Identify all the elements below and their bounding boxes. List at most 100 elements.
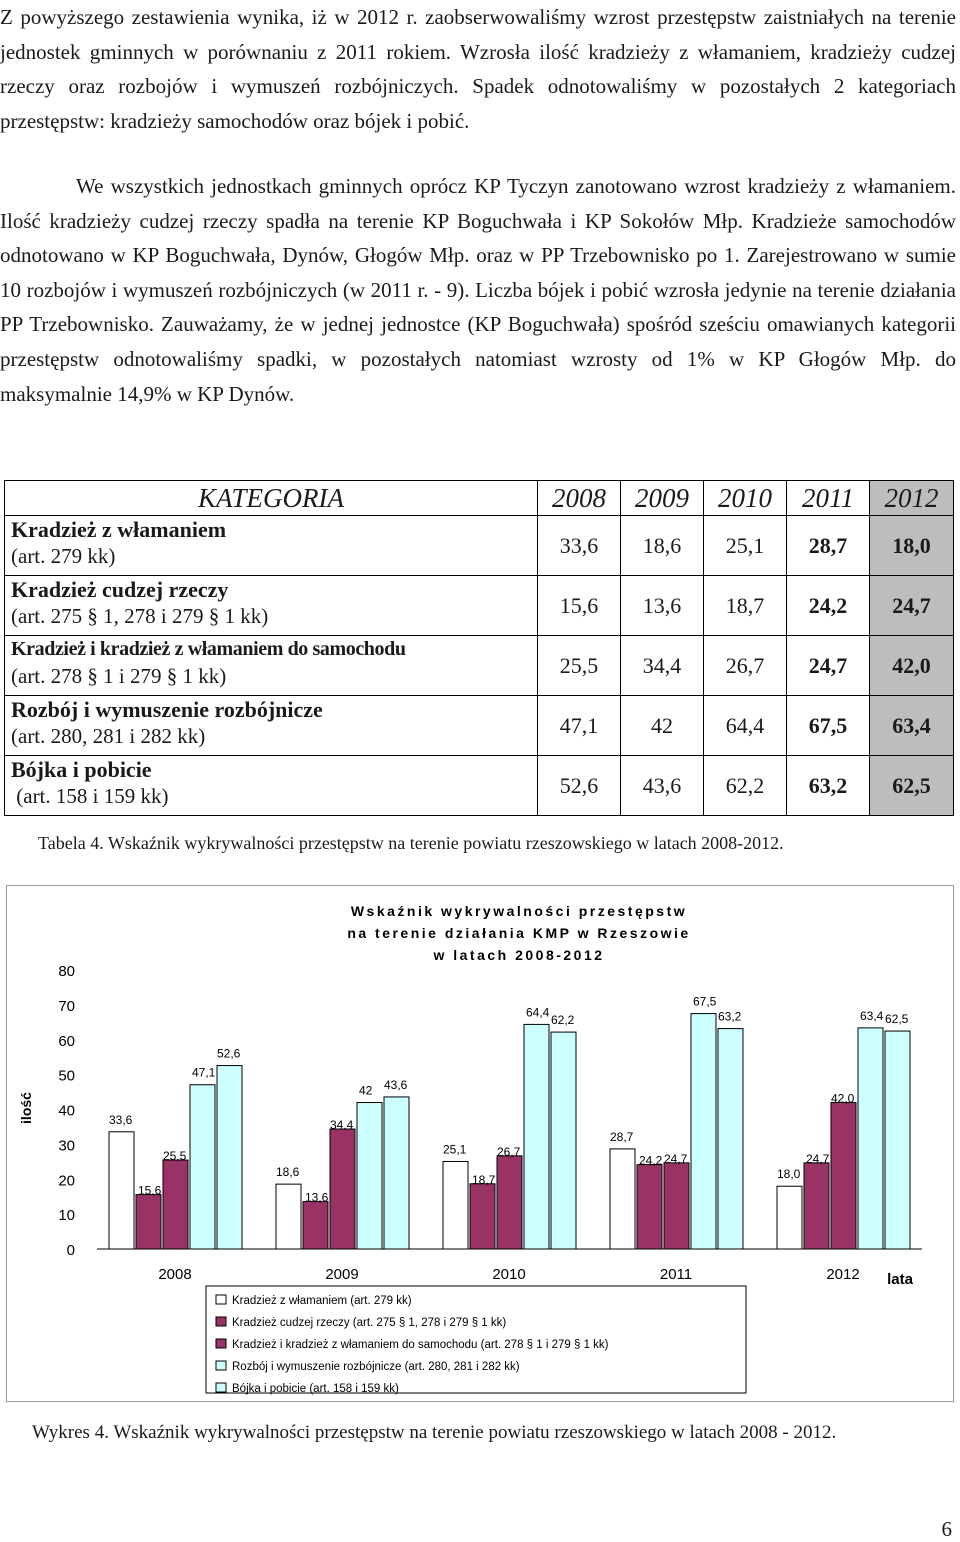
x-tick-label: 2010: [492, 1266, 525, 1283]
bar: [442, 1160, 469, 1250]
table-caption: Tabela 4. Wskaźnik wykrywalności przestę…: [38, 833, 784, 853]
row-article: (art. 275 § 1, 278 i 279 § 1 kk): [11, 604, 269, 628]
row-title: Kradzież i kradzież z włamaniem do samoc…: [11, 638, 406, 660]
table-cell: 18,7: [703, 575, 787, 636]
data-label: 33,6: [109, 1113, 133, 1127]
data-label: 25,5: [163, 1149, 187, 1163]
data-label: 18,7: [472, 1173, 496, 1187]
legend-swatch: [215, 1360, 227, 1371]
y-tick-label: 20: [58, 1172, 75, 1189]
y-tick-label: 10: [58, 1207, 75, 1224]
data-label: 24,7: [664, 1152, 688, 1166]
table-row: Kradzież i kradzież z włamaniem do samoc…: [4, 635, 954, 696]
row-article: (art. 280, 281 i 282 kk): [11, 724, 206, 748]
legend-entry: Kradzież z włamaniem (art. 279 kk): [232, 1295, 412, 1307]
bar: [830, 1102, 857, 1250]
data-label: 63,4: [860, 1009, 884, 1023]
data-label: 42,0: [831, 1092, 855, 1106]
bar-chart: Wskaźnik wykrywalności przestępstw na ter…: [18, 903, 922, 1395]
data-label: 63,2: [718, 1010, 742, 1024]
row-title: Rozbój i wymuszenie rozbójnicze: [11, 697, 323, 722]
legend-entry: Rozbój i wymuszenie rozbójnicze (art. 28…: [232, 1361, 520, 1373]
bar: [717, 1028, 744, 1250]
data-label: 34,4: [330, 1118, 354, 1132]
header-year: 2009: [620, 480, 704, 516]
data-label: 26,7: [497, 1145, 521, 1159]
y-axis-label: ilość: [18, 1092, 34, 1124]
data-label: 15,6: [138, 1184, 162, 1198]
bar: [523, 1023, 550, 1250]
table-cell: 25,1: [703, 515, 787, 576]
data-label: 18,6: [276, 1165, 300, 1179]
row-title: Bójka i pobicie: [11, 757, 152, 782]
data-label: 62,5: [885, 1012, 909, 1026]
x-tick-label: 2011: [660, 1266, 692, 1283]
data-label: 28,7: [610, 1130, 634, 1144]
data-label: 24,2: [639, 1154, 663, 1168]
paragraph-details: We wszystkich jednostkach gminnych opróc…: [0, 174, 956, 406]
y-tick-label: 60: [58, 1033, 75, 1050]
data-label: 47,1: [192, 1066, 216, 1080]
legend-box: [205, 1285, 747, 1394]
bar: [329, 1128, 356, 1250]
bar: [108, 1131, 135, 1250]
data-label: 52,6: [217, 1047, 241, 1061]
table-cell: 15,6: [537, 575, 621, 636]
paragraph-summary: Z powyższego zestawienia wynika, iż w 20…: [0, 5, 956, 133]
page-number: 6: [941, 1517, 953, 1541]
chart-caption: Wykres 4. Wskaźnik wykrywalności przestę…: [32, 1422, 837, 1443]
table-cell: 62,2: [703, 755, 787, 816]
table-cell: 63,2: [786, 755, 870, 816]
row-label: Rozbój i wymuszenie rozbójnicze (art. 280…: [4, 695, 538, 756]
data-label: 24,7: [806, 1152, 830, 1166]
y-tick-label: 70: [58, 998, 75, 1015]
header-year: 2008: [537, 480, 621, 516]
data-label: 62,2: [551, 1013, 575, 1027]
table-cell: 43,6: [620, 755, 704, 816]
legend-swatch: [215, 1382, 227, 1393]
data-label: 18,0: [777, 1167, 801, 1181]
table-cell: 26,7: [703, 635, 787, 696]
bar: [383, 1096, 410, 1250]
bar: [884, 1030, 911, 1250]
chart-title-line: w latach 2008-2012: [432, 947, 604, 963]
table-cell: 24,2: [786, 575, 870, 636]
chart-title-line: Wskaźnik wykrywalności przestępstw: [351, 903, 687, 919]
bar: [803, 1162, 830, 1250]
table-header-row: KATEGORIA 2008 2009 2010 2011 2012: [4, 480, 954, 516]
data-label: 42: [359, 1084, 373, 1098]
x-axis-label: lata: [887, 1271, 914, 1288]
bar: [609, 1148, 636, 1250]
header-category: KATEGORIA: [4, 480, 538, 516]
x-tick-label: 2012: [826, 1266, 859, 1283]
bar: [356, 1102, 383, 1250]
bar: [162, 1159, 189, 1250]
bar: [636, 1164, 663, 1250]
legend-entry: Bójka i pobicie (art. 158 i 159 kk): [232, 1383, 399, 1395]
table-cell: 34,4: [620, 635, 704, 696]
bar: [663, 1162, 690, 1250]
row-title: Kradzież cudzej rzeczy: [11, 577, 229, 602]
table-cell: 25,5: [537, 635, 621, 696]
y-tick-label: 30: [58, 1137, 75, 1154]
table-cell: 18,6: [620, 515, 704, 576]
y-tick-label: 40: [58, 1103, 75, 1120]
row-article: (art. 158 i 159 kk): [11, 784, 169, 808]
data-label: 67,5: [693, 995, 717, 1009]
detection-rate-table: KATEGORIA 2008 2009 2010 2011 2012 Kradz…: [4, 480, 954, 816]
y-tick-label: 80: [58, 963, 75, 980]
row-title: Kradzież z włamaniem: [11, 517, 227, 542]
legend-swatch: [215, 1338, 227, 1349]
bar: [469, 1183, 496, 1250]
table-cell: 24,7: [869, 575, 954, 636]
bar: [189, 1084, 216, 1250]
bar: [857, 1027, 884, 1250]
table-cell: 67,5: [786, 695, 870, 756]
row-label: Kradzież z włamaniem (art. 279 kk): [4, 515, 538, 576]
bar: [216, 1065, 243, 1250]
table-cell: 42,0: [869, 635, 954, 696]
bar: [550, 1031, 577, 1250]
table-cell: 62,5: [869, 755, 954, 816]
y-tick-label: 0: [67, 1242, 75, 1259]
table-cell: 63,4: [869, 695, 954, 756]
